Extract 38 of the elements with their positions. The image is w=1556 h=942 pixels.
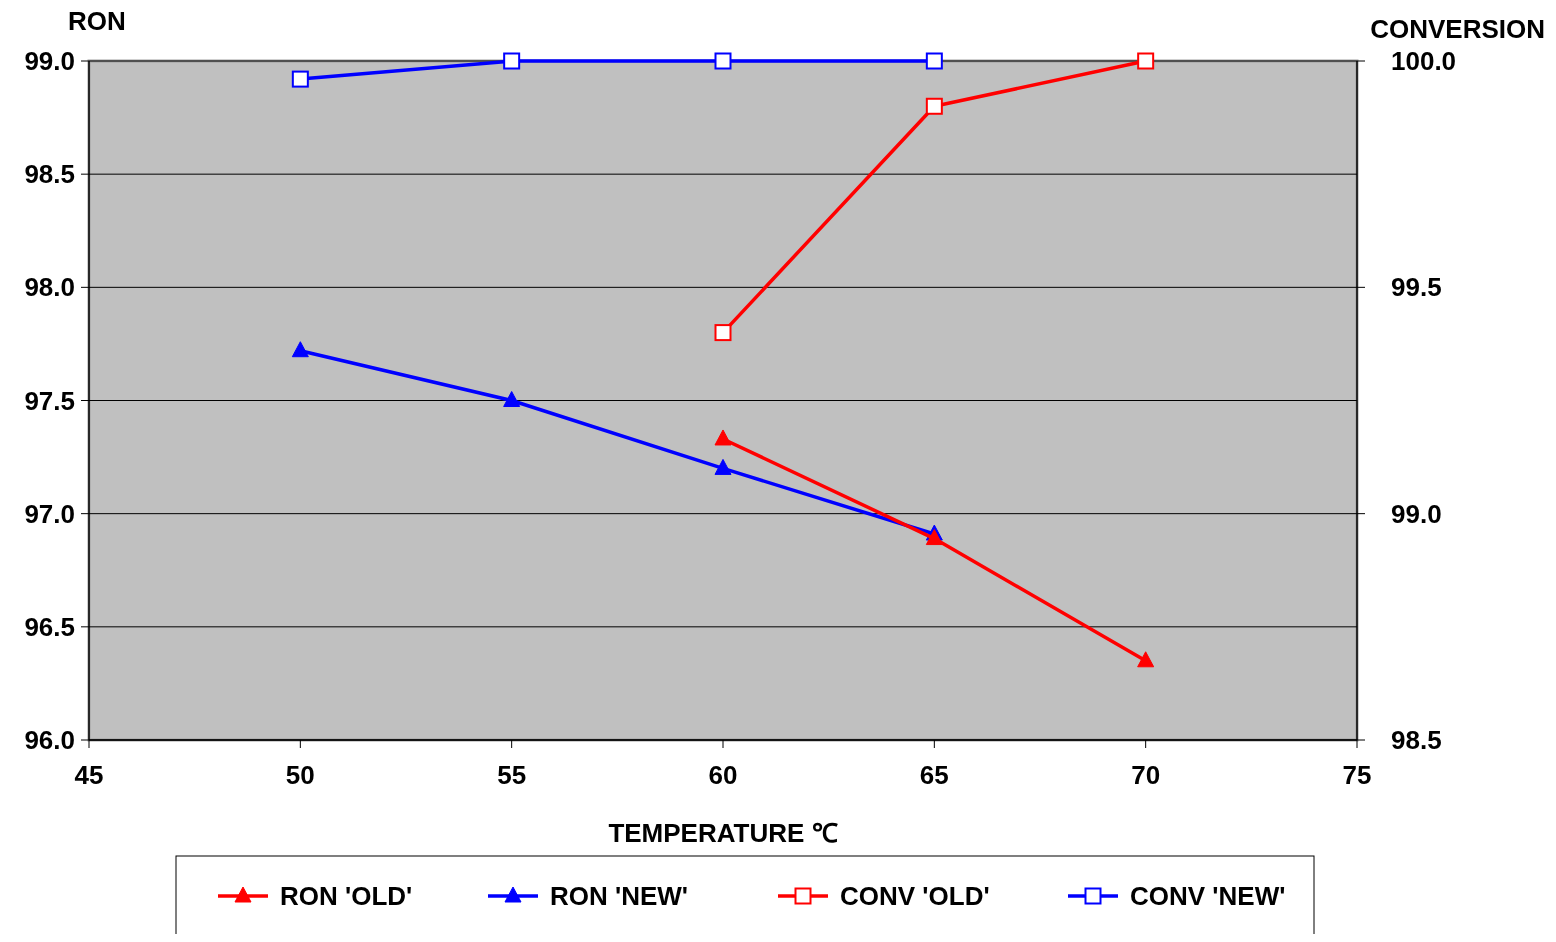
point [925, 529, 943, 546]
y-axis-title: RON [68, 6, 126, 36]
legend-label: RON 'NEW' [550, 881, 689, 912]
legend-label: RON 'OLD' [280, 881, 413, 912]
y-tick-label: 98.0 [24, 272, 75, 303]
point [1137, 651, 1155, 668]
x-tick-label: 75 [1342, 760, 1372, 790]
x-tick-label: 45 [74, 760, 104, 790]
point [503, 391, 521, 407]
point [925, 97, 943, 115]
y-tick-label: 96.0 [24, 725, 75, 756]
y-tick-label: 97.5 [24, 385, 75, 416]
legend-label: CONV 'OLD' [840, 881, 990, 912]
legend-label: CONV 'NEW' [1130, 881, 1286, 912]
point [714, 324, 732, 342]
y-tick-label: 97.0 [24, 498, 75, 529]
x-axis-title: TEMPERATURE ℃ [608, 818, 838, 848]
point [714, 429, 732, 446]
y-tick-label: 99.0 [24, 46, 75, 77]
y2-tick-label: 99.0 [1391, 498, 1442, 529]
point [291, 70, 309, 88]
x-tick-label: 60 [708, 760, 738, 790]
point [1137, 52, 1155, 70]
y-tick-label: 98.5 [24, 159, 75, 190]
point [503, 52, 521, 70]
x-tick-label: 50 [285, 760, 315, 790]
point [714, 52, 732, 70]
x-tick-label: 65 [919, 760, 949, 790]
y2-tick-label: 100.0 [1391, 46, 1457, 77]
y2-axis-title: CONVERSION [1370, 14, 1545, 44]
y2-tick-label: 99.5 [1391, 272, 1442, 303]
point [714, 458, 732, 475]
point [925, 52, 943, 70]
point [291, 341, 309, 358]
y2-tick-label: 98.5 [1391, 725, 1442, 756]
x-tick-label: 70 [1131, 760, 1161, 790]
x-tick-label: 55 [497, 760, 527, 790]
y-tick-label: 96.5 [24, 611, 75, 642]
